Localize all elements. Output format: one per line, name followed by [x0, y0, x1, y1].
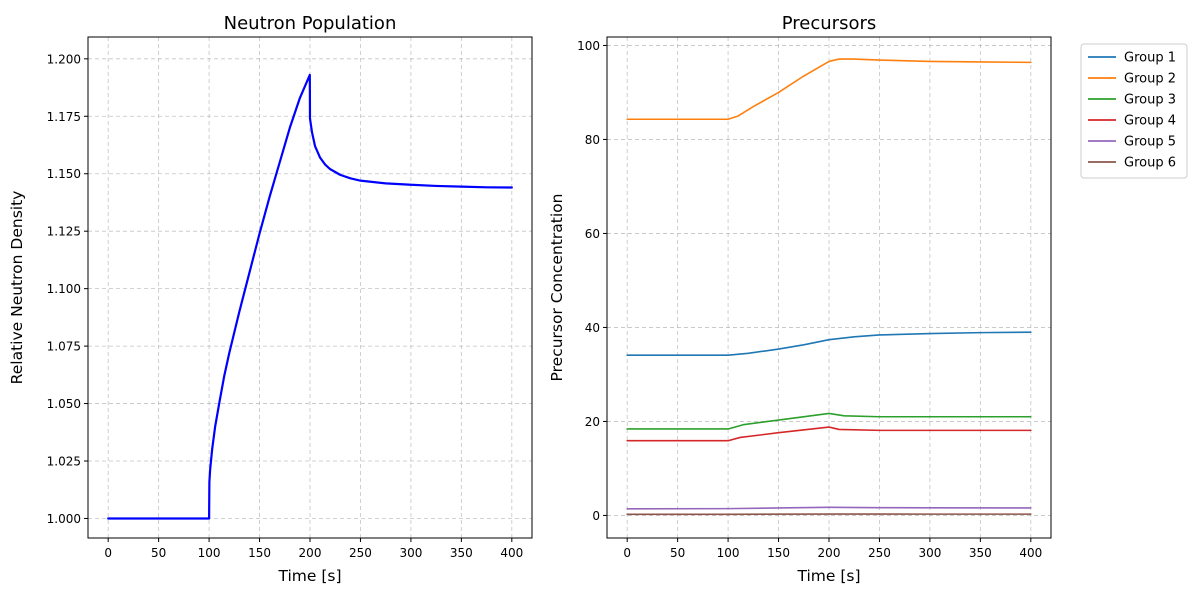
precursor-plot-frame	[606, 36, 1052, 539]
legend: Group 1 Group 2 Group 3 Group 4 Group 5 Group…	[1080, 43, 1188, 179]
precursor-y-tick-label: 20	[585, 415, 600, 429]
precursor-y-tick-label: 0	[592, 509, 600, 523]
neutron-population-chart: 0 50 100 150 200 250 300 350 400 1.000 1.025 1.050 1…	[8, 13, 533, 585]
neutron-x-tick-label: 250	[349, 546, 372, 560]
neutron-x-tick-label: 150	[248, 546, 271, 560]
neutron-x-tick-label: 100	[198, 546, 221, 560]
precursor-x-tick-label: 100	[717, 546, 740, 560]
legend-label: Group 3	[1124, 93, 1176, 108]
precursor-x-tick-label: 150	[767, 546, 790, 560]
neutron-chart-title: Neutron Population	[224, 13, 397, 34]
precursor-series-line-1	[626, 331, 1032, 356]
neutron-y-tick-label: 1.125	[47, 225, 81, 239]
neutron-series-line-1	[107, 73, 513, 520]
precursor-y-tick-label: 80	[585, 133, 600, 147]
legend-label: Group 5	[1124, 135, 1176, 150]
legend-label: Group 4	[1124, 114, 1176, 129]
neutron-y-axis-label: Relative Neutron Density	[8, 191, 26, 385]
precursor-y-tick-label: 60	[585, 227, 600, 241]
neutron-y-tick-label: 1.100	[47, 282, 81, 296]
precursor-y-tick-label: 100	[577, 39, 600, 53]
legend-label: Group 1	[1124, 51, 1176, 66]
neutron-x-tick-label: 350	[450, 546, 473, 560]
precursor-x-tick-label: 350	[969, 546, 992, 560]
precursor-y-tick-label: 40	[585, 321, 600, 335]
precursor-x-tick-label: 300	[918, 546, 941, 560]
precursor-x-tick-label: 250	[868, 546, 891, 560]
neutron-x-tick-label: 50	[151, 546, 166, 560]
precursor-x-axis-label: Time [s]	[796, 567, 860, 585]
neutron-y-tick-label: 1.000	[47, 512, 81, 526]
precursor-x-tick-label: 50	[670, 546, 685, 560]
precursor-series-line-3	[626, 412, 1032, 430]
precursor-x-tick-label: 200	[818, 546, 841, 560]
precursor-x-tick-label: 0	[623, 546, 631, 560]
neutron-x-tick-label: 200	[299, 546, 322, 560]
neutron-y-tick-label: 1.150	[47, 167, 81, 181]
precursors-chart: 0 50 100 150 200 250 300 350 400 0 20 40 60 80 100 Prec…	[548, 13, 1052, 585]
neutron-y-tick-label: 1.200	[47, 52, 81, 66]
precursor-x-tick-label: 400	[1019, 546, 1042, 560]
precursor-series-line-5	[626, 506, 1032, 510]
neutron-y-tick-label: 1.175	[47, 110, 81, 124]
precursor-series-line-4	[626, 426, 1032, 442]
neutron-x-tick-label: 300	[399, 546, 422, 560]
precursor-series-line-2	[626, 58, 1032, 121]
precursor-y-axis-label: Precursor Concentration	[548, 194, 566, 382]
neutron-y-tick-label: 1.025	[47, 455, 81, 469]
neutron-y-tick-label: 1.050	[47, 397, 81, 411]
precursor-chart-title: Precursors	[782, 13, 877, 34]
legend-label: Group 6	[1124, 156, 1176, 171]
neutron-y-tick-label: 1.075	[47, 340, 81, 354]
neutron-x-tick-label: 400	[500, 546, 523, 560]
neutron-x-tick-label: 0	[104, 546, 112, 560]
legend-label: Group 2	[1124, 72, 1176, 87]
neutron-x-axis-label: Time [s]	[277, 567, 341, 585]
